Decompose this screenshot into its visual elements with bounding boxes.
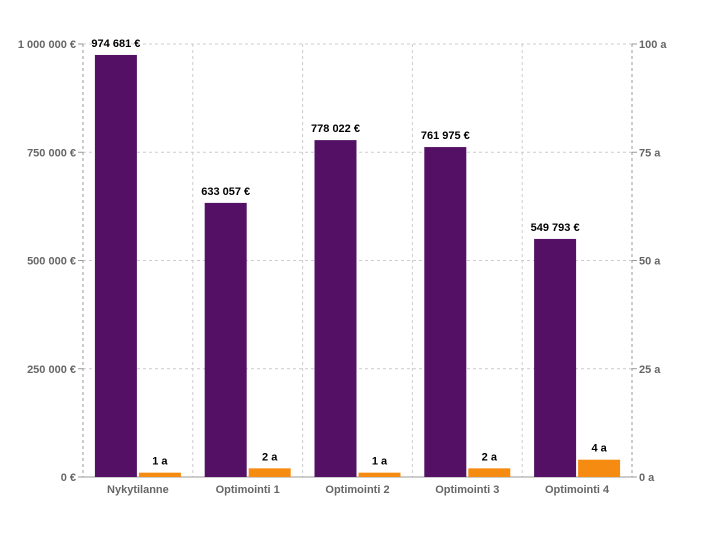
right-axis-tick-label: 50 a xyxy=(639,256,661,268)
bar-secondary xyxy=(358,472,401,477)
bar-secondary xyxy=(138,472,181,477)
x-axis-category-label: Nykytilanne xyxy=(107,484,169,496)
x-axis-category-label: Optimointi 2 xyxy=(325,484,389,496)
data-label: 2 a xyxy=(262,451,278,463)
left-axis-tick-label: 500 000 € xyxy=(27,256,76,268)
x-axis-category-label: Optimointi 3 xyxy=(435,484,499,496)
left-axis-tick-label: 0 € xyxy=(61,472,76,484)
axes: 0 € 250 000 € 500 000 € 750 000 € 1 000 000 … xyxy=(18,39,668,496)
bar-secondary xyxy=(248,468,291,477)
right-axis-tick-label: 75 a xyxy=(639,147,661,159)
bar-secondary xyxy=(578,459,621,477)
x-axis-category-label: Optimointi 1 xyxy=(216,484,280,496)
bar-primary xyxy=(424,147,467,477)
bars xyxy=(94,54,621,478)
data-label: 549 793 € xyxy=(531,222,580,234)
bar-primary xyxy=(314,140,357,478)
right-axis-tick-label: 25 a xyxy=(639,364,661,376)
data-label: 778 022 € xyxy=(311,123,360,135)
left-axis-tick-label: 750 000 € xyxy=(27,147,76,159)
data-label: 974 681 € xyxy=(91,38,140,50)
data-label: 1 a xyxy=(152,456,168,468)
x-axis-category-label: Optimointi 4 xyxy=(545,484,610,496)
data-label: 1 a xyxy=(372,456,388,468)
data-label: 633 057 € xyxy=(201,186,250,198)
data-label: 2 a xyxy=(482,451,498,463)
data-label: 4 a xyxy=(591,443,607,455)
bar-secondary xyxy=(468,468,511,477)
bar-primary xyxy=(94,54,137,477)
right-axis-tick-label: 100 a xyxy=(639,39,667,51)
data-labels: 974 681 € 1 a 633 057 € 2 a 778 022 € 1 a 761 … xyxy=(91,38,607,468)
bar-primary xyxy=(534,238,577,477)
left-axis-tick-label: 250 000 € xyxy=(27,364,76,376)
data-label: 761 975 € xyxy=(421,130,470,142)
bar-primary xyxy=(204,202,247,477)
left-axis-tick-label: 1 000 000 € xyxy=(18,39,76,51)
right-axis-tick-label: 0 a xyxy=(639,472,655,484)
